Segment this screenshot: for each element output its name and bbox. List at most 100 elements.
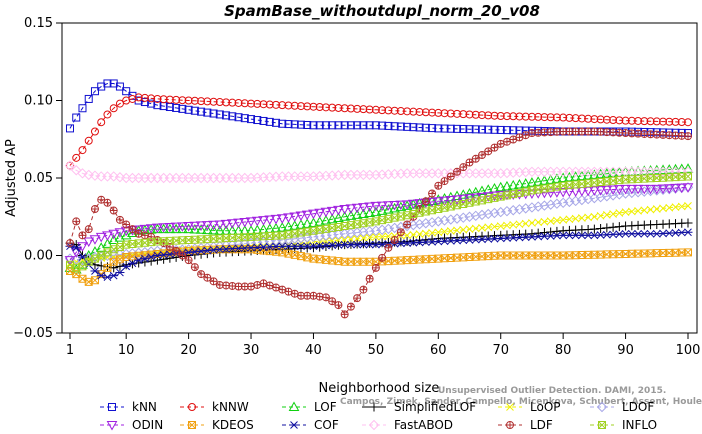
data-point-loop xyxy=(421,229,430,238)
data-point-lof xyxy=(320,214,332,225)
data-point-knn xyxy=(303,120,312,129)
data-point-odin xyxy=(177,222,188,232)
data-point-loop xyxy=(372,233,380,241)
data-point-odin xyxy=(95,232,107,243)
data-point-knnw xyxy=(209,97,218,106)
y-axis-label: Adjusted AP xyxy=(4,139,19,217)
legend-marker-knn xyxy=(108,403,116,411)
data-point-cof xyxy=(152,251,162,260)
data-point-odin xyxy=(389,200,400,211)
data-point-knnw xyxy=(403,107,412,116)
data-point-loop xyxy=(553,216,561,225)
data-point-knn xyxy=(115,82,124,91)
data-point-lof xyxy=(470,186,482,197)
data-point-knn xyxy=(396,122,405,131)
data-point-cof xyxy=(190,247,200,256)
data-point-ldf xyxy=(115,215,124,224)
x-tick-label: 20 xyxy=(180,343,197,358)
data-point-odin xyxy=(445,196,457,206)
data-point-ldf xyxy=(103,198,112,207)
data-point-knn xyxy=(272,118,280,127)
data-point-lof xyxy=(170,223,182,234)
data-point-odin xyxy=(370,201,382,212)
data-point-loop xyxy=(677,202,686,211)
data-point-simplifiedlof xyxy=(308,243,318,253)
data-point-simplifiedlof xyxy=(315,242,325,252)
data-point-odin xyxy=(451,195,463,205)
data-point-knnw xyxy=(90,127,99,136)
legend-item-inflo: INFLO xyxy=(590,418,657,432)
series-inflo xyxy=(66,172,692,272)
data-point-loop xyxy=(540,217,549,226)
data-point-lof xyxy=(195,224,207,234)
data-point-knnw xyxy=(384,106,393,115)
data-point-knn xyxy=(371,121,380,130)
data-point-knnw xyxy=(459,110,468,119)
data-point-knnw xyxy=(421,108,430,117)
data-point-odin xyxy=(70,248,82,258)
data-point-simplifiedlof xyxy=(321,242,331,252)
data-point-odin xyxy=(189,221,201,232)
data-point-loop xyxy=(471,224,480,233)
data-point-ldf xyxy=(197,270,206,279)
data-point-ldf xyxy=(334,301,343,310)
data-point-knn xyxy=(84,94,93,103)
data-point-loop xyxy=(521,219,530,228)
data-point-loop xyxy=(459,225,468,234)
data-point-lof xyxy=(601,168,613,178)
data-point-lof xyxy=(389,202,400,213)
data-point-knnw xyxy=(184,96,193,105)
data-point-loop xyxy=(652,205,661,213)
data-point-knnw xyxy=(328,103,337,112)
data-point-fastabod xyxy=(114,172,126,183)
legend-label-odin: ODIN xyxy=(132,418,163,432)
data-point-lof xyxy=(564,171,575,182)
data-point-knnw xyxy=(172,95,181,104)
data-point-ldf xyxy=(465,158,474,167)
data-point-odin xyxy=(432,197,444,207)
data-point-odin xyxy=(401,200,413,210)
data-point-loop xyxy=(684,202,692,210)
data-point-odin xyxy=(308,209,319,220)
data-point-kdeos xyxy=(684,248,692,257)
data-point-knn xyxy=(296,120,305,129)
data-point-lof xyxy=(276,222,288,232)
data-point-knnw xyxy=(671,117,680,126)
y-tick-label: 0.15 xyxy=(24,16,53,31)
data-point-odin xyxy=(64,256,76,266)
data-point-ldf xyxy=(684,132,693,141)
data-point-knnw xyxy=(396,107,405,116)
data-point-knn xyxy=(428,124,437,133)
legend-item-lof: LOF xyxy=(282,400,337,414)
data-point-knnw xyxy=(159,95,168,104)
data-point-loop xyxy=(515,220,524,229)
series-line-loop xyxy=(69,205,689,264)
data-point-odin xyxy=(383,201,394,211)
data-point-knn xyxy=(222,111,231,120)
data-point-ldf xyxy=(428,189,437,198)
data-point-odin xyxy=(626,184,638,195)
data-point-cof xyxy=(90,267,100,275)
data-point-odin xyxy=(295,211,307,222)
y-tick-label: −0.05 xyxy=(13,326,53,341)
data-point-lof xyxy=(339,211,351,221)
data-point-odin xyxy=(638,184,650,195)
data-point-knnw xyxy=(190,96,199,105)
data-point-loop xyxy=(496,222,505,230)
data-point-knnw xyxy=(565,113,574,122)
data-point-knn xyxy=(509,126,518,135)
data-point-fastabod xyxy=(64,160,76,171)
data-point-knnw xyxy=(197,97,206,106)
data-point-knn xyxy=(471,125,480,134)
data-point-simplifiedlof xyxy=(589,224,599,234)
data-point-knn xyxy=(78,104,87,113)
data-point-ldf xyxy=(346,302,355,311)
legend-label-ldof: LDOF xyxy=(622,400,654,414)
data-point-lof xyxy=(351,209,363,219)
data-point-loop xyxy=(571,214,580,223)
data-point-knnw xyxy=(490,111,499,120)
data-point-knnw xyxy=(484,111,493,120)
data-point-knnw xyxy=(478,111,486,120)
data-point-knnw xyxy=(222,98,231,107)
data-point-knn xyxy=(203,108,212,117)
